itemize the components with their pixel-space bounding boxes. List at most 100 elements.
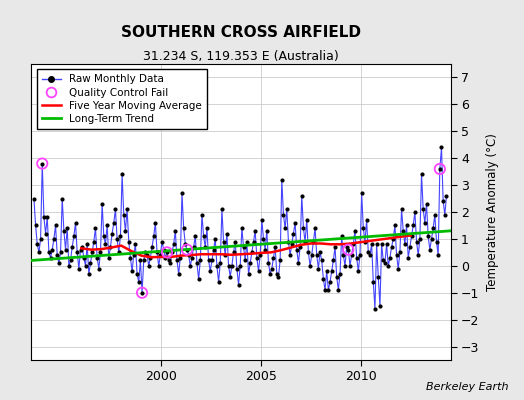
Point [392,252,401,258]
Point [328,268,336,274]
Point [118,171,126,178]
Point [377,241,386,248]
Point [67,257,75,264]
Point [210,246,218,253]
Point [363,217,371,223]
Point [78,244,86,250]
Point [361,238,369,245]
Point [146,254,155,261]
Point [302,217,311,223]
Legend: Raw Monthly Data, Quality Control Fail, Five Year Moving Average, Long-Term Tren: Raw Monthly Data, Quality Control Fail, … [37,69,207,129]
Point [165,257,173,264]
Point [30,195,38,202]
Point [397,206,406,212]
Point [298,193,306,199]
Point [125,238,133,245]
Point [216,260,224,266]
Point [383,241,391,248]
Point [272,271,281,277]
Point [161,254,170,261]
Point [163,249,171,256]
Point [243,238,251,245]
Point [54,260,63,266]
Point [281,225,289,231]
Point [406,244,414,250]
Point [276,257,285,264]
Point [425,246,434,253]
Point [261,246,269,253]
Point [349,241,357,248]
Point [369,279,377,285]
Point [178,190,186,196]
Point [228,263,236,269]
Point [143,252,151,258]
Point [129,252,138,258]
Point [184,252,193,258]
Point [86,260,95,266]
Point [111,206,119,212]
Point [203,225,211,231]
Point [434,252,442,258]
Point [153,249,161,256]
Point [435,166,444,172]
Point [221,252,230,258]
Point [233,265,241,272]
Point [374,273,383,280]
Point [319,276,328,282]
Point [155,263,163,269]
Point [286,252,294,258]
Point [391,222,399,229]
Point [191,233,200,240]
Point [264,260,272,266]
Point [268,265,276,272]
Point [266,271,275,277]
Point [409,222,418,229]
Point [41,230,50,237]
Point [71,220,80,226]
Point [439,198,447,204]
Point [93,254,101,261]
Point [95,265,103,272]
Point [80,254,88,261]
Point [384,263,392,269]
Point [336,271,344,277]
Point [133,271,141,277]
Point [292,246,301,253]
Point [173,257,181,264]
Point [198,212,206,218]
Text: Berkeley Earth: Berkeley Earth [426,382,508,392]
Point [211,236,220,242]
Point [394,265,402,272]
Point [309,238,318,245]
Point [364,249,373,256]
Point [289,230,298,237]
Point [312,252,321,258]
Point [421,220,429,226]
Point [90,238,98,245]
Point [438,144,446,151]
Point [126,254,135,261]
Point [100,233,108,240]
Point [432,238,441,245]
Point [301,238,309,245]
Point [166,260,174,266]
Point [429,225,438,231]
Point [299,225,308,231]
Point [223,230,231,237]
Point [282,206,291,212]
Point [231,238,239,245]
Point [60,228,68,234]
Point [351,228,359,234]
Point [404,254,412,261]
Point [263,228,271,234]
Point [171,228,180,234]
Point [417,171,425,178]
Point [163,249,171,256]
Point [424,233,432,240]
Point [291,220,299,226]
Y-axis label: Temperature Anomaly (°C): Temperature Anomaly (°C) [486,133,499,291]
Point [58,195,67,202]
Point [379,257,387,264]
Point [138,290,146,296]
Point [169,241,178,248]
